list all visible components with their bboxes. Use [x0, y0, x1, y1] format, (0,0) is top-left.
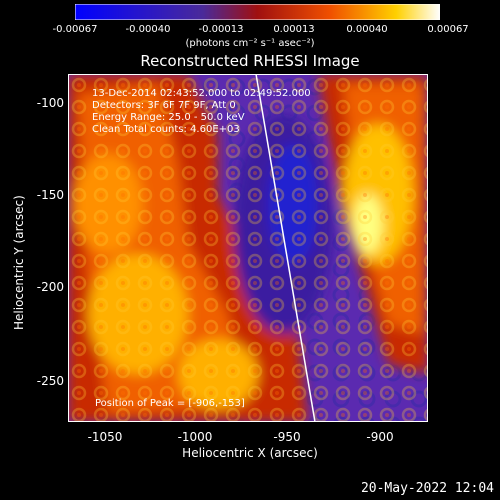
solar-limb-line — [255, 74, 316, 422]
x-axis-label: Heliocentric X (arcsec) — [182, 446, 318, 460]
y-axis-label: Heliocentric Y (arcsec) — [12, 195, 26, 330]
colorbar-tick: -0.00067 — [52, 24, 98, 35]
x-tick-label: -1050 — [87, 430, 123, 444]
info-total-counts: Clean Total counts: 4.60E+03 — [92, 124, 240, 135]
x-tick-label: -1000 — [177, 430, 213, 444]
info-peak-position: Position of Peak = [-906,-153] — [95, 398, 245, 409]
colorbar-tick: 0.00013 — [273, 24, 315, 35]
colorbar-tick: 0.00040 — [346, 24, 388, 35]
x-tick-label: -950 — [273, 430, 301, 444]
colorbar — [75, 4, 440, 20]
y-tick-label: -150 — [36, 188, 64, 202]
colorbar-units: (photons cm⁻² s⁻¹ asec⁻²) — [185, 38, 315, 49]
colorbar-tick: -0.00040 — [125, 24, 171, 35]
info-detectors: Detectors: 3F 6F 7F 9F, Att 0 — [92, 100, 236, 111]
y-tick-label: -200 — [36, 280, 64, 294]
colorbar-tick: 0.00067 — [427, 24, 469, 35]
plot-title: Reconstructed RHESSI Image — [140, 52, 360, 70]
info-time-range: 13-Dec-2014 02:43:52.000 to 02:49:52.000 — [92, 88, 311, 99]
timestamp: 20-May-2022 12:04 — [360, 481, 494, 496]
x-tick-label: -900 — [366, 430, 394, 444]
y-tick-label: -100 — [36, 96, 64, 110]
info-energy-range: Energy Range: 25.0 - 50.0 keV — [92, 112, 245, 123]
colorbar-tick: -0.00013 — [198, 24, 244, 35]
y-tick-label: -250 — [36, 374, 64, 388]
rhessi-image[interactable] — [68, 74, 428, 422]
